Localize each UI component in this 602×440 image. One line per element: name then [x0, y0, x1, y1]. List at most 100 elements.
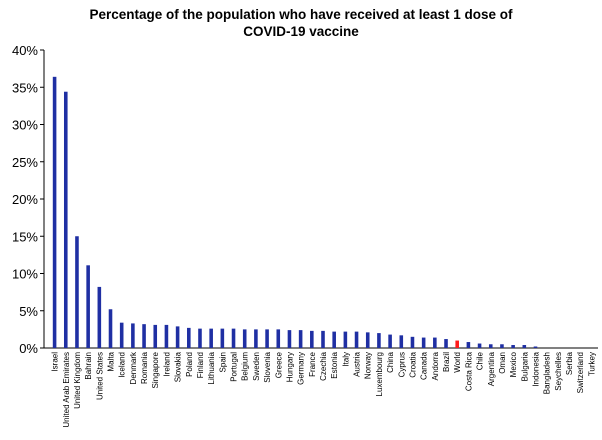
- bar: [63, 91, 68, 348]
- bar: [242, 329, 247, 349]
- bar: [488, 344, 493, 348]
- bar: [187, 327, 191, 348]
- x-tick-label: Luxembourg: [375, 352, 384, 396]
- x-tick-label: Brazil: [442, 352, 451, 372]
- bar: [321, 330, 325, 348]
- bar: [533, 346, 538, 348]
- x-tick-label: Slovakia: [174, 351, 183, 382]
- bar: [354, 331, 359, 348]
- x-tick-label: Sweden: [252, 352, 261, 381]
- x-tick-label: Iceland: [118, 352, 127, 378]
- bar: [142, 324, 146, 348]
- x-tick-label: Czechia: [319, 351, 328, 380]
- x-tick-label: Costa Rica: [464, 351, 473, 391]
- bar: [52, 76, 57, 348]
- bar: [231, 328, 236, 348]
- y-tick-label: 25%: [12, 155, 38, 170]
- bar: [500, 344, 504, 348]
- x-tick-label: Norway: [364, 352, 373, 379]
- x-tick-label: Belgium: [241, 352, 250, 381]
- x-tick-label: Bangladesh: [543, 352, 552, 394]
- x-tick-label: Denmark: [129, 351, 138, 384]
- bar: [198, 328, 202, 348]
- x-tick-label: Mexico: [509, 351, 518, 377]
- y-tick-label: 30%: [12, 118, 38, 133]
- x-tick-label: United Kingdom: [73, 352, 82, 409]
- x-tick-label: Italy: [341, 352, 350, 367]
- x-tick-label: Oman: [498, 352, 507, 374]
- x-tick-label: Turkey: [587, 352, 596, 376]
- x-tick-label: Serbia: [565, 351, 574, 375]
- bar: [466, 342, 471, 348]
- bar: [287, 330, 292, 348]
- x-tick-label: France: [308, 351, 317, 376]
- y-tick-label: 5%: [19, 304, 38, 319]
- x-tick-label: Canada: [420, 351, 429, 380]
- bar: [377, 333, 381, 348]
- bar: [310, 330, 314, 348]
- bar: [164, 324, 169, 348]
- x-tick-label: Ireland: [162, 352, 171, 376]
- bar: [119, 322, 124, 348]
- y-tick-label: 15%: [12, 229, 38, 244]
- chart-title-line-2: COVID-19 vaccine: [243, 24, 359, 39]
- bar: [343, 331, 348, 348]
- bar: [332, 331, 336, 348]
- x-tick-label: Chile: [476, 351, 485, 370]
- bar: [265, 329, 269, 349]
- y-tick-label: 20%: [12, 192, 38, 207]
- bar: [522, 345, 527, 348]
- x-tick-label: Switzerland: [576, 352, 585, 393]
- bar: [511, 345, 515, 348]
- y-tick-label: 0%: [19, 341, 38, 356]
- bar: [433, 337, 437, 348]
- x-tick-label: Finland: [196, 352, 205, 378]
- x-tick-label: Spain: [218, 352, 227, 372]
- y-tick-label: 10%: [12, 267, 38, 282]
- bar: [209, 328, 213, 348]
- bar: [175, 326, 180, 348]
- bar: [86, 265, 90, 348]
- x-tick-label: Malta: [107, 351, 116, 371]
- x-tick-label: China: [386, 351, 395, 372]
- x-tick-label: Hungary: [285, 352, 294, 382]
- bar: [477, 343, 482, 348]
- x-tick-label: Slovenia: [263, 351, 272, 382]
- bar: [365, 332, 370, 348]
- x-tick-label: Singapore: [151, 351, 160, 388]
- x-tick-label: United Arab Emirates: [62, 352, 71, 428]
- x-tick-label: Poland: [185, 352, 194, 377]
- bar: [399, 335, 404, 348]
- bar: [455, 340, 459, 348]
- bar: [131, 323, 135, 348]
- bar: [298, 330, 303, 348]
- x-tick-label: Andorra: [431, 351, 440, 380]
- chart-title: Percentage of the population who have re…: [0, 6, 602, 40]
- bar: [108, 309, 113, 348]
- bar: [254, 329, 258, 349]
- bar: [220, 328, 225, 348]
- x-tick-label: Romania: [140, 351, 149, 384]
- bar: [153, 324, 158, 348]
- x-tick-label: Lithuania: [207, 351, 216, 384]
- bar: [388, 334, 392, 348]
- bar: [444, 339, 448, 348]
- x-tick-label: United States: [95, 352, 104, 400]
- x-tick-label: Estonia: [330, 351, 339, 378]
- x-tick-label: Croatia: [408, 351, 417, 377]
- x-tick-label: Greece: [274, 351, 283, 378]
- x-tick-label: Bahrain: [84, 352, 93, 380]
- bar: [421, 337, 426, 348]
- y-tick-label: 40%: [12, 43, 38, 58]
- bar: [276, 329, 281, 349]
- bar: [410, 336, 415, 348]
- x-tick-label: Argentina: [487, 351, 496, 386]
- bar: [75, 236, 79, 348]
- bar: [97, 286, 102, 348]
- x-tick-label: Bulgaria: [520, 351, 529, 381]
- x-tick-label: Seychelles: [554, 352, 563, 391]
- y-tick-label: 35%: [12, 80, 38, 95]
- chart-title-line-1: Percentage of the population who have re…: [89, 7, 513, 22]
- x-tick-label: Germany: [297, 352, 306, 385]
